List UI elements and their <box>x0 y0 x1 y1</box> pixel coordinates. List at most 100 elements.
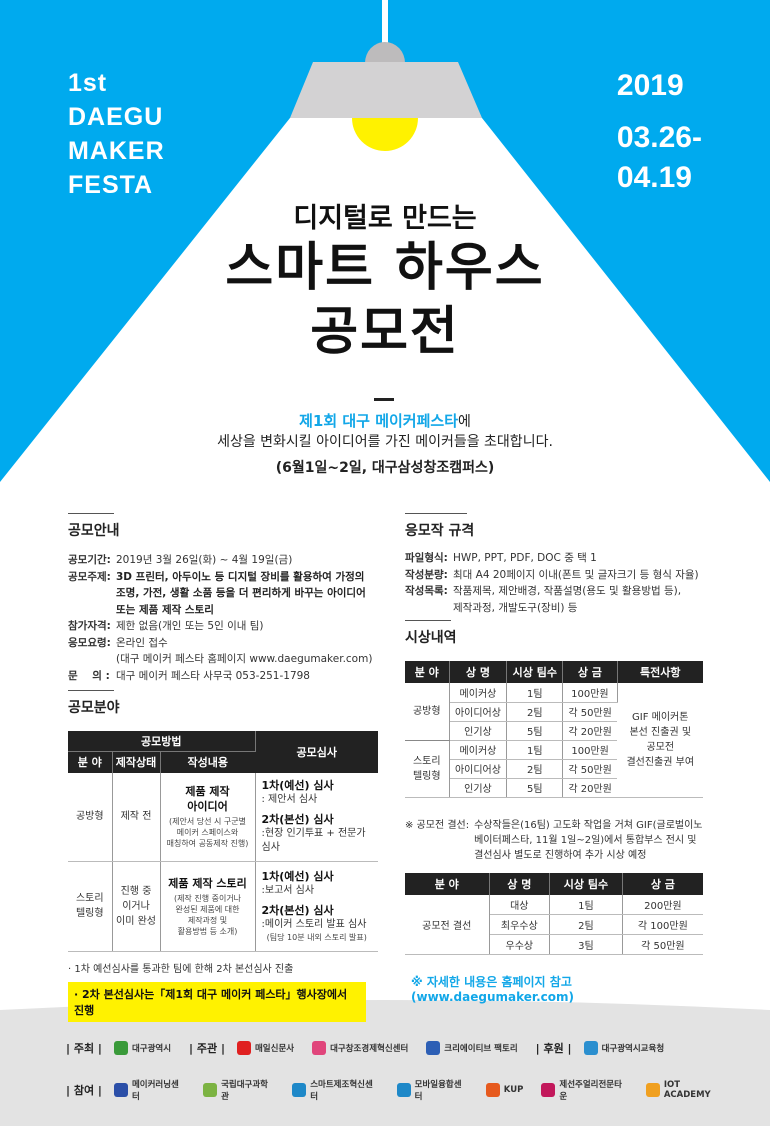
judge-cell: 1차(예선) 심사: 제안서 심사 2차(본선) 심사:현장 인기투표 + 전문가… <box>255 773 378 862</box>
guide-value-line: 또는 제품 제작 스토리 <box>116 603 214 616</box>
guide-key: 공모기간: <box>68 554 111 566</box>
date-line: 04.19 <box>616 161 692 194</box>
spec-row: 파일형식: HWP, PPT, PDF, DOC 중 택 1 <box>405 550 715 567</box>
date-line: 03.26- <box>616 121 702 154</box>
award-cell: 인기상 <box>449 721 508 741</box>
award-cell: 각 50만원 <box>562 759 617 779</box>
content-title: 제품 제작 아이디어 <box>185 785 230 814</box>
category-section: 공모분야 공모방법 공모심사 분 야 제작상태 작성내용 공방형 제작 전 제품 제작… <box>68 690 378 1022</box>
logo-icon <box>645 1083 660 1097</box>
section-divider <box>405 513 467 514</box>
spec-value: 작품제목, 제안배경, 작품설명(용도 및 활용방법 등), 제작과정, 개발도구… <box>453 583 681 616</box>
logo-text: 제선주얼리전문타운 <box>559 1080 622 1102</box>
award-cell: 각 50만원 <box>622 934 703 955</box>
award-cell: 100만원 <box>562 740 617 760</box>
table-header: 공모방법 <box>68 731 256 752</box>
table-row: 공방형 메이커상 1팀 100만원 GIF 메이커톤 본선 진출권 및 공모전 결선진출… <box>405 683 703 798</box>
logo-icon <box>396 1083 411 1097</box>
sponsor-logo: IOT ACADEMY <box>645 1080 728 1100</box>
guide-value: 제한 없음(개인 또는 5인 이내 팀) <box>116 618 263 635</box>
table-header: 시상 팀수 <box>506 661 564 683</box>
sponsor-logo: 크리에이티브 팩토리 <box>426 1041 518 1055</box>
content-note: (제안서 당선 시 구군별 메이커 스페이스와 매칭하여 공동제작 진행) <box>166 817 249 849</box>
logo-icon <box>485 1083 500 1097</box>
guide-key: 문 의 : <box>68 669 110 682</box>
spec-key: 작성분량: <box>405 568 448 581</box>
guide-value-line: (대구 메이커 페스타 홈페이지 www.daegumaker.com) <box>116 653 373 665</box>
table-row: 공모전 결선 대상 1팀 200만원 <box>405 894 703 955</box>
guide-row: 공모기간: 2019년 3월 26일(화) ~ 4월 19일(금) <box>68 552 378 569</box>
logo-text: 대구창조경제혁신센터 <box>330 1044 409 1054</box>
sponsor-role: | 후원 | <box>535 1042 572 1055</box>
lamp-shade <box>290 62 482 118</box>
table-header: 분 야 <box>68 751 113 773</box>
table-header: 공모심사 <box>255 731 378 773</box>
sponsor-logo: 메이커러닝센터 <box>113 1078 185 1102</box>
guide-list: 공모기간: 2019년 3월 26일(화) ~ 4월 19일(금) 공모주제: 3D … <box>68 552 378 684</box>
blue-right-area <box>385 0 770 482</box>
content-title: 제품 제작 스토리 <box>168 876 247 890</box>
spec-value-line: 작품제목, 제안배경, 작품설명(용도 및 활용방법 등), <box>453 585 682 597</box>
judge-desc: :보고서 심사 <box>261 884 315 896</box>
intro-highlight: 제1회 대구 메이커페스타 <box>299 412 458 430</box>
judge-desc: : 제안서 심사 <box>261 793 318 805</box>
judge-stage: 1차(예선) 심사 <box>261 778 334 792</box>
logo-icon <box>312 1041 327 1055</box>
guide-key: 응모요령: <box>68 636 111 649</box>
sponsor-logo: 제선주얼리전문타운 <box>541 1078 627 1102</box>
sponsor-logo: KUP <box>485 1083 523 1097</box>
sponsor-role: | 주관 | <box>189 1042 225 1055</box>
category-note: · 1차 예선심사를 통과한 팀에 한해 2차 본선심사 진출 <box>68 963 294 975</box>
guide-key: 공모주제: <box>68 570 111 583</box>
award-cell: 5팀 <box>506 721 564 741</box>
status-cell: 진행 중 이거나 이미 완성 <box>112 861 161 952</box>
table-row: 아이디어상 2팀 각 50만원 <box>405 759 703 779</box>
table-row: 인기상 5팀 각 20만원 <box>405 778 703 798</box>
table-row: 스토리 텔링형 진행 중 이거나 이미 완성 제품 제작 스토리 (제작 진행 중이거… <box>68 861 378 952</box>
content-note: (제작 진행 중이거나 완성된 제품에 대한 제작과정 및 활용방법 등 소개) <box>173 893 242 936</box>
guide-row: 응모요령: 온라인 접수 (대구 메이커 페스타 홈페이지 www.daegumak… <box>68 635 378 668</box>
intro-suffix: 에 <box>458 414 471 430</box>
logo-icon <box>292 1083 307 1097</box>
sponsor-role: | 참여 | <box>66 1084 102 1097</box>
table-header: 분 야 <box>405 872 490 895</box>
spec-row: 작성목록: 작품제목, 제안배경, 작품설명(용도 및 활용방법 등), 제작과정,… <box>405 583 715 616</box>
festa-line: 1st <box>68 69 108 97</box>
content-cell: 제품 제작 스토리 (제작 진행 중이거나 완성된 제품에 대한 제작과정 및 활… <box>160 861 256 952</box>
category-table: 공모방법 공모심사 분 야 제작상태 작성내용 공방형 제작 전 제품 제작 아이디어… <box>68 731 378 952</box>
award-cell: 아이디어상 <box>449 759 508 779</box>
guide-value-line: 조명, 가전, 생활 소품 등을 더 편리하게 바꾸는 아이디어 <box>116 587 366 599</box>
content-cell: 제품 제작 아이디어 (제안서 당선 시 구군별 메이커 스페이스와 매칭하여 공… <box>160 773 256 862</box>
lamp-cap <box>365 42 405 63</box>
award-cell: 대상 <box>489 894 551 915</box>
logo-text: 대구광역시교육청 <box>601 1044 665 1054</box>
award-cell: 2팀 <box>506 702 564 722</box>
field-cell: 스토리 텔링형 <box>405 740 450 798</box>
category-highlight-note: · 2차 본선심사는「제1회 대구 메이커 페스타」행사장에서 진행 <box>68 981 366 1022</box>
field-cell: 공방형 <box>405 683 450 741</box>
sponsor-logo: 대구광역시 <box>113 1041 171 1055</box>
judge-note: (팀당 10분 내외 스토리 발표) <box>266 932 367 942</box>
guide-value-line: 2019년 3월 26일(화) ~ 4월 19일(금) <box>116 554 293 566</box>
guide-row: 문 의 : 대구 메이커 페스타 사무국 053-251-1798 <box>68 668 378 685</box>
judge-desc: :현장 인기투표 + 전문가 심사 <box>261 827 366 853</box>
sponsor-logo: 국립대구과학관 <box>203 1078 274 1102</box>
logo-icon <box>236 1041 251 1055</box>
logo-icon <box>541 1083 556 1097</box>
subtitle: 디지털로 만드는 <box>293 203 477 234</box>
logo-icon <box>203 1083 218 1097</box>
logo-text: IOT ACADEMY <box>663 1080 711 1100</box>
guide-value: 2019년 3월 26일(화) ~ 4월 19일(금) <box>116 552 292 569</box>
section-divider <box>405 620 451 621</box>
logo-icon <box>426 1041 441 1055</box>
sponsor-role: | 주최 | <box>66 1042 102 1055</box>
intro-location: (6월1일~2일, 대구삼성창조캠퍼스) <box>275 460 495 476</box>
festival-name: 1st DAEGU MAKER FESTA <box>68 66 165 202</box>
benefit-cell: GIF 메이커톤 본선 진출권 및 공모전 결선진출권 부여 <box>617 683 703 798</box>
table-header: 분 야 <box>405 661 450 683</box>
page-title: 스마트 하우스 공모전 <box>0 236 770 364</box>
footer-band <box>0 1000 770 1126</box>
